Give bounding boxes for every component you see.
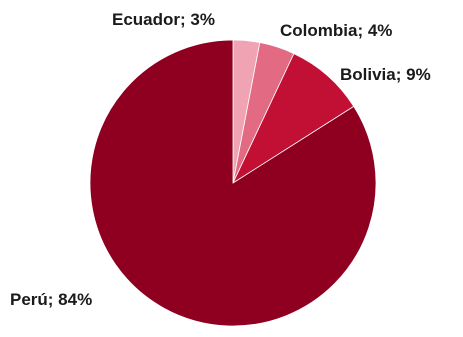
slice-label-ecuador: Ecuador; 3%	[112, 10, 215, 29]
slice-label-peru: Perú; 84%	[10, 290, 92, 309]
pie-labels: Ecuador; 3% Colombia; 4% Bolivia; 9% Perú; …	[10, 10, 431, 309]
slice-label-bolivia: Bolivia; 9%	[340, 65, 431, 84]
pie-slice-peru	[89, 39, 377, 327]
pie-slice-bolivia	[232, 53, 355, 185]
slice-label-colombia: Colombia; 4%	[280, 21, 392, 40]
pie-slices	[89, 39, 377, 327]
